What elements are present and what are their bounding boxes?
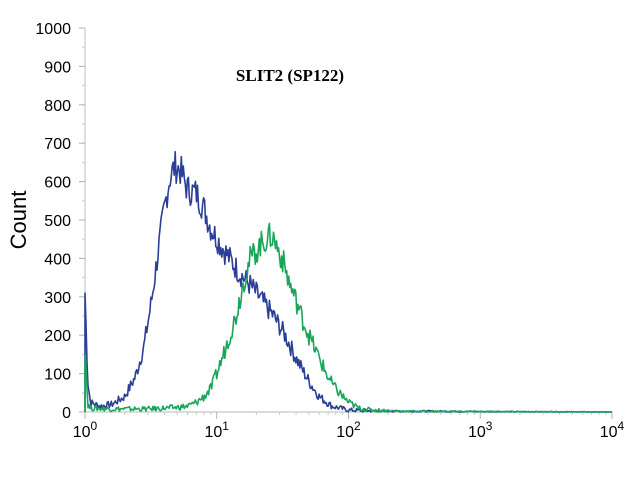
x-axis-ticks: 100 101 102 103 104 (73, 412, 625, 441)
y-tick-label: 1000 (35, 21, 71, 38)
series-layer (84, 150, 613, 413)
y-tick-label: 600 (44, 175, 71, 192)
y-axis-ticks: 0 100 200 300 400 500 600 700 800 900 1000 (35, 21, 85, 422)
y-tick-label: 900 (44, 59, 71, 76)
y-tick-label: 700 (44, 136, 71, 153)
x-tick-label: 103 (468, 419, 493, 441)
y-tick-label: 400 (44, 251, 71, 268)
y-tick-label: 0 (62, 405, 71, 422)
x-tick-label: 101 (205, 419, 230, 441)
y-tick-label: 100 (44, 367, 71, 384)
y-tick-label: 500 (44, 213, 71, 230)
series-line-2 (84, 222, 612, 413)
series-line-1 (84, 150, 613, 413)
x-tick-label: 104 (600, 419, 625, 441)
y-tick-label: 800 (44, 98, 71, 115)
axes (84, 28, 612, 413)
chart-title: SLIT2 (SP122) (236, 66, 344, 85)
y-tick-label: 200 (44, 328, 71, 345)
y-tick-label: 300 (44, 290, 71, 307)
y-axis-label: Count (6, 191, 31, 250)
x-tick-label: 100 (73, 419, 98, 441)
x-tick-label: 102 (336, 419, 361, 441)
